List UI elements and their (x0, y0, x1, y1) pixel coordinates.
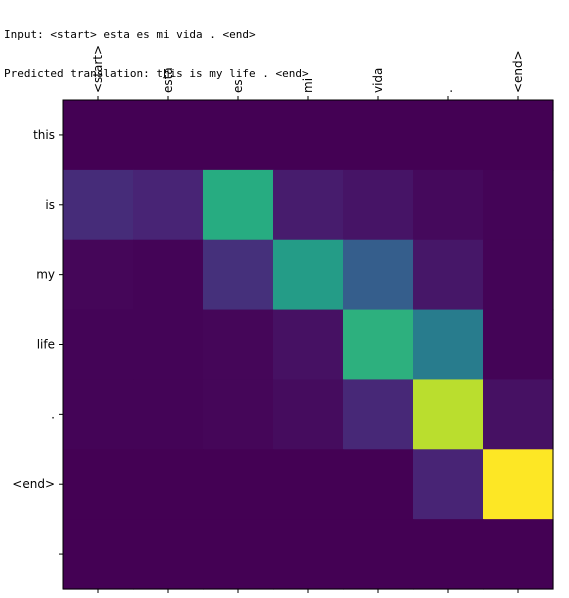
heatmap-cell (63, 169, 134, 241)
heatmap-cell (133, 309, 204, 381)
heatmap-cell (133, 519, 204, 590)
heatmap-cell (413, 239, 484, 311)
heatmap-cell (483, 379, 554, 450)
y-tick-label: <end> (12, 477, 55, 491)
x-tick-label: vida (371, 68, 385, 93)
heatmap-cell (133, 379, 204, 450)
y-tick-label: life (37, 338, 55, 352)
y-tick-label: this (33, 128, 55, 142)
heatmap-cell (63, 379, 134, 450)
heatmap-cell (413, 519, 484, 590)
heatmap-cell (203, 519, 274, 590)
heatmap-cell (343, 379, 414, 450)
input-line: Input: <start> esta es mi vida . <end> (4, 28, 256, 41)
heatmap-cell (63, 100, 134, 171)
heatmap-cell (63, 449, 134, 520)
x-tick-label: . (441, 89, 455, 93)
y-axis-ticks: this is my life. <end> (12, 128, 63, 555)
heatmap-cell (273, 519, 344, 590)
y-tick-label: . (51, 407, 55, 421)
y-tick-label: my (36, 268, 55, 282)
heatmap-cell (133, 449, 204, 520)
heatmap-cell (133, 169, 204, 241)
heatmap-cell (203, 169, 274, 241)
heatmap-cell (133, 239, 204, 311)
heatmap-cell (63, 239, 134, 311)
heatmap-cell (63, 519, 134, 590)
heatmap-cell (343, 519, 414, 590)
heatmap-cell (483, 519, 554, 590)
heatmap-cell (63, 309, 134, 381)
bottom-axis-ticks (97, 589, 519, 593)
heatmap-cell (203, 449, 274, 520)
heatmap-cell (413, 100, 484, 171)
heatmap-cell (343, 100, 414, 171)
x-tick-label: mi (301, 78, 315, 93)
heatmap-cell (273, 449, 344, 520)
heatmap-cell (343, 169, 414, 241)
heatmap-cell (413, 309, 484, 381)
heatmap-cell (133, 100, 204, 171)
prediction-line: Predicted translation: this is my life .… (4, 67, 309, 80)
heatmap-cell (343, 239, 414, 311)
heatmap-cell (343, 309, 414, 381)
heatmap-cell (413, 379, 484, 450)
heatmap-cell (483, 100, 554, 171)
heatmap-cell (203, 379, 274, 450)
x-tick-label: esta (161, 67, 175, 93)
heatmap-cell (273, 239, 344, 311)
heatmap-cell (273, 309, 344, 381)
x-tick-label: es (231, 79, 245, 93)
heatmap-cell (273, 379, 344, 450)
heatmap-cell (413, 169, 484, 241)
x-tick-label: <end> (511, 50, 525, 93)
heatmap-cell (483, 169, 554, 241)
heatmap-cell (483, 449, 554, 520)
heatmap-cell (413, 449, 484, 520)
x-tick-label: <start> (91, 45, 105, 93)
heatmap-cells (63, 100, 554, 590)
heatmap-cell (203, 239, 274, 311)
heatmap-cell (273, 100, 344, 171)
heatmap-cell (273, 169, 344, 241)
heatmap-cell (483, 309, 554, 381)
console-output: Input: <start> esta es mi vida . <end> P… (4, 2, 309, 93)
heatmap-cell (343, 449, 414, 520)
heatmap-cell (483, 239, 554, 311)
heatmap-cell (203, 100, 274, 171)
heatmap-cell (203, 309, 274, 381)
x-axis-ticks: <start> esta es mi vida. <end> (91, 45, 525, 100)
y-tick-label: is (45, 198, 55, 212)
